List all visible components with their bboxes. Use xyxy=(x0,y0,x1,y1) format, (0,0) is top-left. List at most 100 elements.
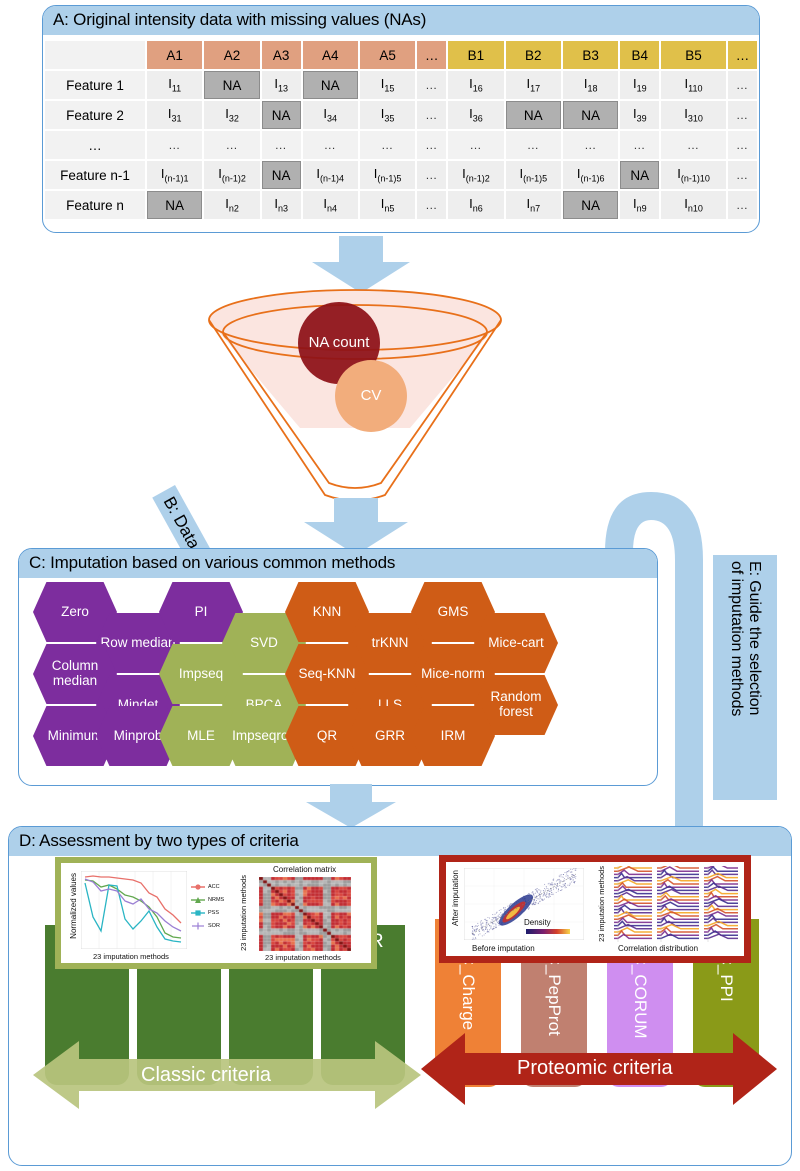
header-cell-b3: B3 xyxy=(563,41,618,69)
cell-value: I(n-1)1 xyxy=(147,161,202,189)
ridgeline-xlabel: Correlation distribution xyxy=(618,944,698,953)
density-colorbar xyxy=(526,929,570,934)
legend-label-nrms: NRMS xyxy=(208,897,224,903)
cell-value: In4 xyxy=(303,191,358,219)
correlation-matrix-heatmap: Correlation matrix 23 imputation methods… xyxy=(239,865,369,961)
cell-ellipsis: … xyxy=(417,131,446,159)
heatmap-title: Correlation matrix xyxy=(273,865,336,874)
na-count-bubble-label: NA count xyxy=(309,335,370,351)
cell-value: I(n-1)10 xyxy=(661,161,726,189)
cell-na: NA xyxy=(204,71,259,99)
classic-thumbnail-content: Normalized values 23 imputation methods xyxy=(61,863,371,963)
cell-value: I18 xyxy=(563,71,618,99)
cell-na: NA xyxy=(262,101,301,129)
density-legend-title: Density xyxy=(524,918,551,927)
classic-thumbnail-frame: Normalized values 23 imputation methods xyxy=(55,857,377,969)
hexagon-grid: Zero Row median PI SVD KNN trKNN GMS Mice-cart C… xyxy=(19,580,657,770)
header-cell-a4: A4 xyxy=(303,41,358,69)
cell-ellipsis: … xyxy=(303,131,358,159)
cell-ellipsis: … xyxy=(417,71,446,99)
cell-ellipsis: … xyxy=(728,161,757,189)
cell-ellipsis: … xyxy=(728,191,757,219)
legend-marker-nrms xyxy=(191,896,205,904)
cell-ellipsis: … xyxy=(204,131,259,159)
table-row: Feature 1 I11 NA I13 NA I15… I16 I17 I18 I19 I110… xyxy=(45,71,757,99)
cell-value: I36 xyxy=(448,101,503,129)
cv-bubble: CV xyxy=(335,360,407,432)
table-body: Feature 1 I11 NA I13 NA I15… I16 I17 I18 I19 I110…… xyxy=(45,71,757,219)
cell-value: In6 xyxy=(448,191,503,219)
header-cell-b1: B1 xyxy=(448,41,503,69)
cell-na: NA xyxy=(262,161,301,189)
cell-value: I19 xyxy=(620,71,659,99)
cell-value: In3 xyxy=(262,191,301,219)
cell-value: I310 xyxy=(661,101,726,129)
row-label: Feature n-1 xyxy=(45,161,145,189)
header-cell-b4: B4 xyxy=(620,41,659,69)
cell-value: I39 xyxy=(620,101,659,129)
cell-value: I13 xyxy=(262,71,301,99)
cell-ellipsis: … xyxy=(661,131,726,159)
cell-value: I(n-1)5 xyxy=(506,161,561,189)
panel-b-funnel: NA count CV B: Data quality control xyxy=(195,280,515,530)
heatmap-ylabel: 23 imputation methods xyxy=(239,875,248,951)
cell-na: NA xyxy=(147,191,202,219)
ridgeline-ylabel: 23 imputation methods xyxy=(597,866,606,942)
header-cell-b5: B5 xyxy=(661,41,726,69)
header-cell-a-ellipsis: … xyxy=(417,41,446,69)
correlation-distribution-ridgeline: 23 imputation methods Correlation distri… xyxy=(596,864,744,954)
cell-value: I(n-1)2 xyxy=(204,161,259,189)
panel-e-label-line2: of imputation methods xyxy=(727,561,745,716)
panel-a-title: A: Original intensity data with missing … xyxy=(43,6,759,35)
cell-ellipsis: … xyxy=(417,101,446,129)
cell-ellipsis: … xyxy=(147,131,202,159)
table-row: Feature 2 I31 I32 NA I34 I35… I36 NA NA I39 I310… xyxy=(45,101,757,129)
scatter-xlabel: Before imputation xyxy=(472,944,535,953)
normalized-values-line-chart: Normalized values 23 imputation methods xyxy=(67,867,237,961)
cell-ellipsis: … xyxy=(360,131,415,159)
panel-e-label: E: Guide the selection of imputation met… xyxy=(713,555,777,800)
panel-d-assessment: D: Assessment by two types of criteria A… xyxy=(8,826,792,1166)
cell-na: NA xyxy=(506,101,561,129)
panel-d-title: D: Assessment by two types of criteria xyxy=(9,827,791,856)
cell-na: NA xyxy=(563,191,618,219)
panel-e-label-line1: E: Guide the selection xyxy=(745,561,763,715)
cell-value: I(n-1)4 xyxy=(303,161,358,189)
cell-ellipsis: … xyxy=(417,161,446,189)
cell-value: I16 xyxy=(448,71,503,99)
row-label: … xyxy=(45,131,145,159)
table-header-row: A1 A2 A3 A4 A5 … B1 B2 B3 B4 B5 … xyxy=(45,41,757,69)
cell-ellipsis: … xyxy=(506,131,561,159)
cell-value: I32 xyxy=(204,101,259,129)
proteomic-criteria-arrow-label: Proteomic criteria xyxy=(517,1057,673,1080)
cv-bubble-label: CV xyxy=(361,388,382,404)
scatter-ylabel: After imputation xyxy=(451,870,460,926)
proteomic-thumbnail-frame: After imputation Before imputation xyxy=(439,855,751,963)
cell-na: NA xyxy=(620,161,659,189)
cell-value: I(n-1)2 xyxy=(448,161,503,189)
hexagon-irm[interactable]: IRM xyxy=(411,706,495,766)
cell-value: I31 xyxy=(147,101,202,129)
panel-a-original-data: A: Original intensity data with missing … xyxy=(42,5,760,233)
proteomic-thumbnail-content: After imputation Before imputation xyxy=(446,862,744,956)
table-row: Feature n-1 I(n-1)1 I(n-1)2 NA I(n-1)4 I(n-1)… xyxy=(45,161,757,189)
line-chart-xlabel: 23 imputation methods xyxy=(93,952,169,961)
header-cell-a2: A2 xyxy=(204,41,259,69)
cell-ellipsis: … xyxy=(262,131,301,159)
row-label: Feature n xyxy=(45,191,145,219)
cell-value: I110 xyxy=(661,71,726,99)
cell-ellipsis: … xyxy=(728,71,757,99)
cell-value: In10 xyxy=(661,191,726,219)
cell-na: NA xyxy=(303,71,358,99)
row-label: Feature 2 xyxy=(45,101,145,129)
header-cell-b2: B2 xyxy=(506,41,561,69)
legend-marker-sor xyxy=(191,922,205,930)
cell-value: In9 xyxy=(620,191,659,219)
cell-value: I(n-1)5 xyxy=(360,161,415,189)
intensity-data-table: A1 A2 A3 A4 A5 … B1 B2 B3 B4 B5 … Featur… xyxy=(43,39,759,221)
header-cell-a3: A3 xyxy=(262,41,301,69)
legend-marker-pss xyxy=(191,909,205,917)
legend-label-sor: SOR xyxy=(208,923,220,929)
classic-criteria-arrow-label: Classic criteria xyxy=(141,1064,271,1087)
row-label: Feature 1 xyxy=(45,71,145,99)
